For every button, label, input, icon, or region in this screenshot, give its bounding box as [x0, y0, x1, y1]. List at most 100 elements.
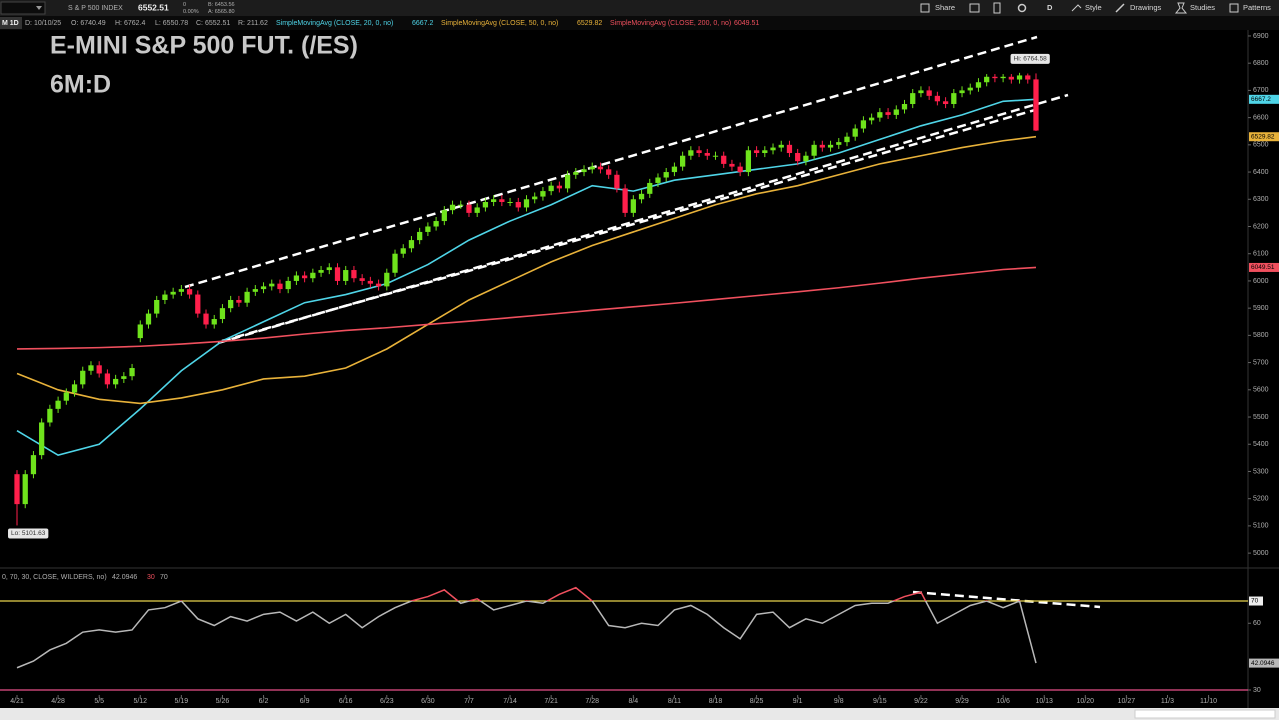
candle-body [260, 286, 267, 290]
interval-bg[interactable] [0, 17, 22, 29]
drawings-button[interactable]: Drawings [1130, 3, 1162, 12]
candle-body [614, 174, 620, 189]
trendline[interactable] [912, 590, 1101, 609]
interval[interactable]: M 1D [2, 20, 19, 27]
overbought-label-bg [1249, 596, 1263, 606]
candle-body [121, 376, 127, 379]
y-tick-label: 5600 [1253, 387, 1269, 394]
trendline[interactable] [221, 108, 1036, 343]
x-tick-label: 10/13 [1035, 698, 1053, 705]
flask-icon[interactable] [993, 2, 1001, 14]
candle-body [30, 455, 37, 475]
symbol-name: S & P 500 INDEX [68, 5, 123, 12]
annotation-bg [8, 528, 49, 539]
series-line [16, 266, 1037, 350]
study-value: 6529.82 [577, 20, 602, 27]
rsi-oversold: 30 [147, 574, 155, 581]
status-bg [0, 16, 1279, 30]
share-button[interactable]: Share [935, 3, 955, 12]
toolbar-bg [0, 0, 1279, 16]
scroll-thumb[interactable] [1134, 709, 1276, 719]
candle-body [293, 275, 300, 281]
candle-body [967, 87, 973, 91]
candle-body [877, 112, 883, 118]
candle-body [762, 150, 768, 154]
y-tick-label: 6500 [1253, 142, 1269, 149]
candle-body [178, 289, 184, 292]
candle-body [869, 117, 875, 121]
x-tick-label: 7/14 [503, 698, 517, 705]
pct-change: 0.00% [183, 9, 199, 15]
candle-body [80, 370, 86, 385]
candle-body [466, 204, 472, 213]
style-button[interactable]: Style [1085, 3, 1102, 12]
y-tick-label: 5700 [1253, 359, 1269, 366]
candle-body [638, 193, 645, 200]
studies-button[interactable]: Studies [1190, 3, 1215, 12]
trendlines[interactable] [184, 35, 1069, 345]
last-price: 6552.51 [138, 2, 169, 12]
studies-icon[interactable] [1174, 2, 1188, 14]
scrollbar[interactable] [0, 708, 1279, 720]
status-high: H: 6762.4 [115, 20, 145, 27]
candle-body [326, 267, 332, 271]
trendline[interactable] [184, 35, 1038, 289]
study-value: 6667.2 [412, 20, 434, 27]
candle-body [918, 90, 924, 94]
price-label-bg [1249, 94, 1279, 104]
candle-body [1033, 79, 1039, 131]
candle-body [55, 400, 61, 409]
candle-body [244, 291, 250, 303]
x-tick-label: 10/20 [1077, 698, 1095, 705]
y-tick-label: 5400 [1253, 441, 1269, 448]
candle-body [647, 182, 653, 194]
period-button[interactable]: D [1047, 3, 1053, 12]
rsi-value: 42.0946 [112, 574, 137, 581]
y-tick-label: 5000 [1253, 550, 1269, 557]
candle-body [1000, 76, 1006, 79]
candle-body [458, 204, 464, 206]
symbol-input[interactable] [0, 1, 46, 15]
x-tick-label: 4/28 [51, 698, 65, 705]
net-change: 0 [183, 2, 186, 8]
share-icon[interactable] [920, 3, 930, 13]
overbought-label: 70 [1251, 598, 1259, 605]
window-icon[interactable] [969, 3, 980, 13]
candle-body [301, 275, 308, 279]
y-tick-label: 30 [1253, 687, 1261, 694]
candle-body [392, 253, 398, 273]
candle-body [417, 231, 423, 241]
candle-body [1016, 75, 1023, 80]
candle-body [1025, 75, 1031, 80]
candle-body [96, 365, 102, 374]
candle-body [277, 283, 283, 290]
candle-body [318, 270, 324, 273]
candle-body [334, 267, 341, 281]
dropdown-icon[interactable] [36, 6, 42, 10]
x-tick-label: 6/23 [380, 698, 394, 705]
candle-body [499, 199, 505, 202]
candle-body [129, 368, 135, 377]
candle-body [47, 408, 53, 423]
x-tick-label: 5/5 [94, 698, 104, 705]
x-tick-label: 11/3 [1161, 698, 1174, 705]
candle-body [951, 93, 957, 105]
settings-icon[interactable] [1017, 3, 1027, 13]
patterns-icon[interactable] [1229, 3, 1239, 13]
drawings-icon[interactable] [1115, 3, 1125, 13]
patterns-button[interactable]: Patterns [1243, 3, 1271, 12]
candle-body [860, 120, 867, 129]
candle-body [375, 283, 382, 287]
candle-body [819, 144, 825, 148]
price-label: 42.0946 [1251, 660, 1275, 667]
candle-body [252, 289, 258, 292]
candle-body [384, 272, 390, 287]
candle-body [22, 474, 28, 505]
candle-body [942, 101, 949, 105]
x-tick-label: 8/25 [750, 698, 764, 705]
price-label-bg [1249, 262, 1279, 272]
annotation: Hi: 6764.58 [1014, 56, 1048, 63]
style-icon[interactable] [1071, 4, 1082, 12]
candle-body [581, 169, 587, 173]
